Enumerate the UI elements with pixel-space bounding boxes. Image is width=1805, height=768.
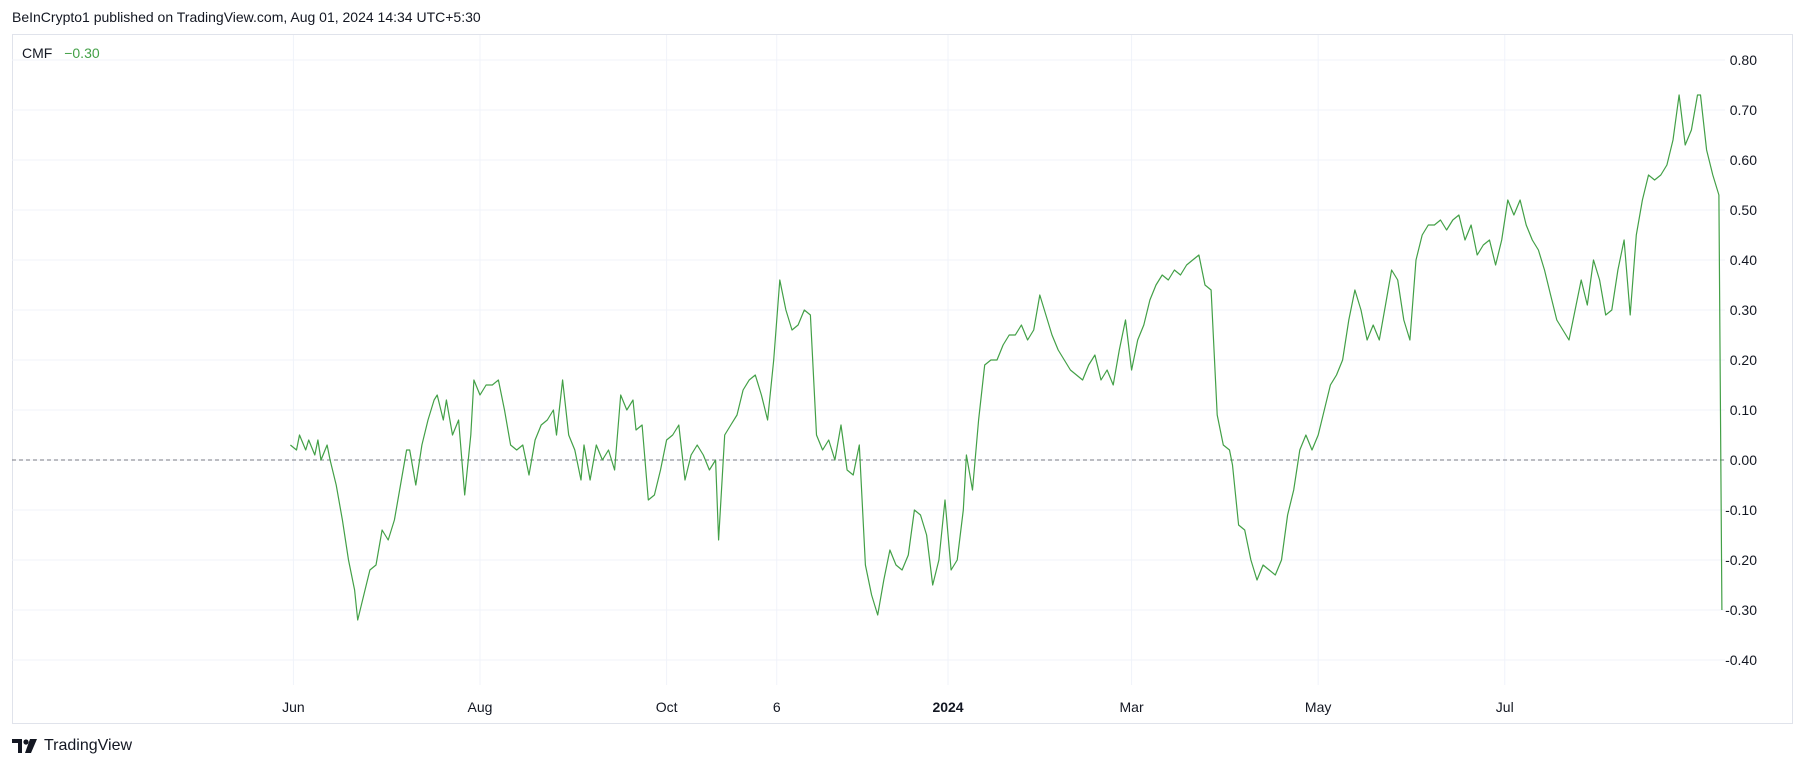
indicator-legend[interactable]: CMF −0.30 [22,45,100,61]
x-tick-label: 2024 [932,699,963,715]
grid-lines [12,35,1725,685]
y-axis: 0.80 0.70 0.60 0.50 0.40 0.30 0.20 0.10 0.00 -0.1… [1725,52,1757,668]
y-tick-label: 0.50 [1730,202,1757,218]
y-tick-label: 0.10 [1730,402,1757,418]
x-axis: Jun Aug Oct 6 2024 Mar May Jul [282,699,1514,715]
x-tick-label: Aug [468,699,493,715]
y-tick-label: -0.20 [1725,552,1757,568]
indicator-name: CMF [22,45,53,61]
x-tick-label: 6 [773,699,781,715]
indicator-value: −0.30 [64,45,100,61]
y-tick-label: 0.70 [1730,102,1757,118]
y-tick-label: 0.60 [1730,152,1757,168]
x-tick-label: Jun [282,699,305,715]
y-tick-label: -0.10 [1725,502,1757,518]
publish-header: BeInCrypto1 published on TradingView.com… [12,9,481,25]
y-tick-label: -0.30 [1725,602,1757,618]
y-tick-label: 0.30 [1730,302,1757,318]
y-tick-label: 0.20 [1730,352,1757,368]
y-tick-label: 0.80 [1730,52,1757,68]
x-tick-label: Mar [1120,699,1144,715]
footer-brand: TradingView [44,737,133,754]
x-tick-label: Jul [1496,699,1514,715]
x-tick-label: May [1305,699,1331,715]
y-tick-label: -0.40 [1725,652,1757,668]
tradingview-logo-icon [12,739,37,753]
x-tick-label: Oct [656,699,678,715]
chart-frame [12,34,1793,724]
cmf-series-line [290,94,1723,621]
tradingview-logo[interactable]: TradingView [12,737,132,755]
y-tick-label: 0.00 [1730,452,1757,468]
y-tick-label: 0.40 [1730,252,1757,268]
